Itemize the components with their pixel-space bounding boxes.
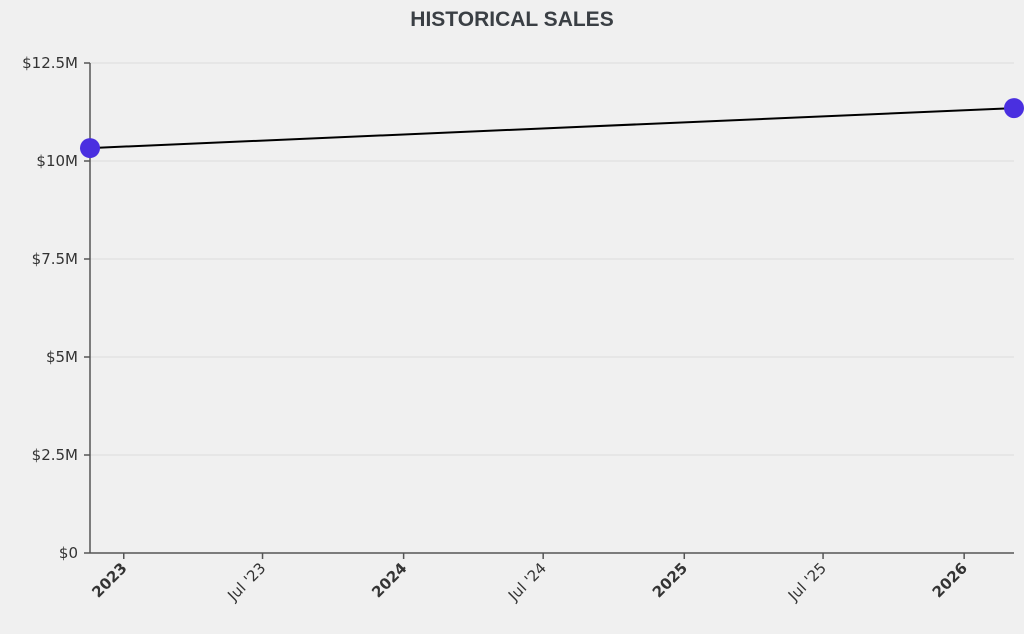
y-tick-label: $10M [36, 152, 78, 170]
y-tick-label: $5M [46, 348, 78, 366]
data-point [80, 138, 100, 159]
chart-title: HISTORICAL SALES [410, 8, 613, 31]
x-tick-label: 2024 [368, 559, 410, 601]
x-tick-label: 2025 [649, 559, 691, 601]
x-tick-label: Jul '23 [223, 559, 269, 605]
data-point [1004, 98, 1024, 119]
y-tick-label: $12.5M [22, 54, 78, 72]
y-tick-label: $0 [59, 544, 78, 562]
x-tick-label: 2023 [88, 559, 130, 601]
x-tick-label: 2026 [929, 559, 971, 601]
x-tick-label: Jul '24 [504, 559, 550, 605]
y-tick-label: $2.5M [32, 446, 78, 464]
y-tick-label: $7.5M [32, 250, 78, 268]
x-tick-label: Jul '25 [784, 559, 830, 605]
series-line [89, 107, 1015, 150]
